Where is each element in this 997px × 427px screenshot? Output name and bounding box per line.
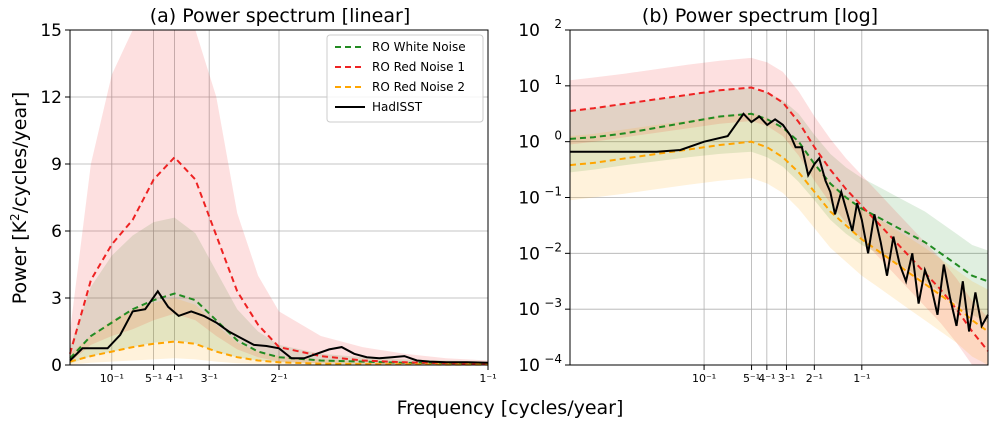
panel-a-xtick-label-2: 4⁻¹ (166, 372, 183, 385)
panel-a-line-hadisst (69, 289, 489, 364)
panel-b-lines (569, 86, 989, 352)
panel-a-line-ro-red-noise-1 (69, 155, 489, 365)
panel-a: (a) Power spectrum [linear] 0 3 6 9 12 15 10⁻… (40, 5, 496, 385)
panel-a-band-ro-red-noise-1 (70, 30, 488, 365)
panel-a-line-ro-red-noise-2 (69, 340, 488, 366)
panel-b-ytick-label-4: 10 (518, 133, 540, 153)
panel-b-line-ro-red-noise-1 (569, 86, 989, 352)
panel-b-band-ro-red-noise-2 (570, 112, 988, 365)
panel-b-ytick-exp-6: 2 (554, 17, 562, 31)
panel-b-title: (b) Power spectrum [log] (642, 5, 878, 27)
panel-a-title: (a) Power spectrum [linear] (150, 5, 411, 27)
panel-b-xtick-label-4: 2⁻¹ (806, 372, 823, 385)
y-axis-label-suffix: /cycles/year] (9, 92, 31, 214)
panel-b-ytick-label-6: 10 (518, 21, 540, 41)
panel-a-ytick-label-1: 3 (51, 289, 62, 309)
panel-b-ytick-label-3: 10 (518, 189, 540, 209)
y-axis-label-prefix: Power [K (9, 220, 31, 304)
panel-b-ytick-exp-1: −3 (544, 296, 562, 310)
panel-b-xtick-label-0: 10⁻¹ (692, 372, 716, 385)
legend-label-hadisst: HadISST (372, 100, 423, 114)
legend-label-ro-red-noise-1: RO Red Noise 1 (372, 60, 465, 74)
panel-a-xtick-label-3: 3⁻¹ (201, 372, 218, 385)
panel-a-yticks: 0 3 6 9 12 15 (40, 21, 70, 376)
panel-a-xtick-label-5: 1⁻¹ (479, 372, 496, 385)
panel-b: (b) Power spectrum [log] 10−410−310 −210−… (518, 5, 989, 385)
panel-b-xtick-label-5: 1⁻¹ (853, 372, 870, 385)
panel-b-line-ro-red-noise-2 (569, 140, 989, 333)
panel-a-xtick-label-0: 10⁻¹ (100, 372, 124, 385)
panel-a-ytick-label-0: 0 (51, 356, 62, 376)
panel-b-ytick-exp-3: −1 (544, 185, 562, 199)
panel-a-ytick-label-4: 12 (40, 88, 62, 108)
panel-a-xticks: 10⁻¹ 5⁻¹ 4⁻¹ 3⁻¹ 2⁻¹ 1⁻¹ (100, 365, 497, 385)
legend: RO White Noise RO Red Noise 1 RO Red Noise… (326, 34, 484, 123)
panel-b-band-ro-white-noise (570, 88, 988, 324)
panel-b-ytick-label-5: 10 (518, 77, 540, 97)
panel-a-ytick-label-3: 9 (51, 155, 62, 175)
panel-a-bands (70, 30, 488, 365)
panel-a-ytick-label-5: 15 (40, 21, 62, 41)
panel-b-line-hadisst (570, 112, 989, 332)
panel-a-xtick-label-1: 5⁻¹ (145, 372, 162, 385)
x-axis-label: Frequency [cycles/year] (397, 397, 624, 419)
panel-a-band-ro-red-noise-2 (70, 298, 488, 365)
panel-b-ytick-exp-0: −4 (544, 352, 562, 366)
panel-b-xtick-label-2: 4⁻¹ (758, 372, 775, 385)
panel-b-xtick-label-1: 5⁻¹ (743, 372, 760, 385)
legend-label-ro-white-noise: RO White Noise (372, 40, 466, 54)
panel-b-band-ro-red-noise-1 (570, 57, 988, 366)
panel-a-xtick-label-4: 2⁻¹ (270, 372, 287, 385)
y-axis-label-sup: 2 (8, 213, 22, 221)
panel-a-ytick-label-2: 6 (51, 222, 62, 242)
panel-b-ytick-label-0: 10 (518, 356, 540, 376)
panel-b-yticks: 10 −4 10 −3 10 −2 10 −1 10 0 10 1 10 2 (518, 17, 570, 376)
panel-b-bands (570, 57, 988, 366)
y-axis-label: Power [K2/cycles/year] (8, 92, 31, 305)
legend-label-ro-red-noise-2: RO Red Noise 2 (372, 80, 465, 94)
panel-b-xticks: 10⁻¹ 5⁻¹4⁻¹ 3⁻¹ 2⁻¹ 1⁻¹ (692, 365, 870, 385)
panel-b-ytick-exp-2: −2 (544, 240, 562, 254)
panel-a-band-ro-white-noise (70, 217, 488, 365)
legend-box (326, 34, 484, 123)
panel-a-lines (69, 155, 489, 366)
panel-b-ytick-label-2: 10 (518, 244, 540, 264)
panel-b-line-ro-white-noise (569, 112, 989, 283)
panel-b-ytick-exp-4: 0 (554, 129, 562, 143)
panel-b-xtick-label-3: 3⁻¹ (778, 372, 795, 385)
panel-b-ytick-exp-5: 1 (554, 73, 562, 87)
panel-b-ytick-label-1: 10 (518, 300, 540, 320)
